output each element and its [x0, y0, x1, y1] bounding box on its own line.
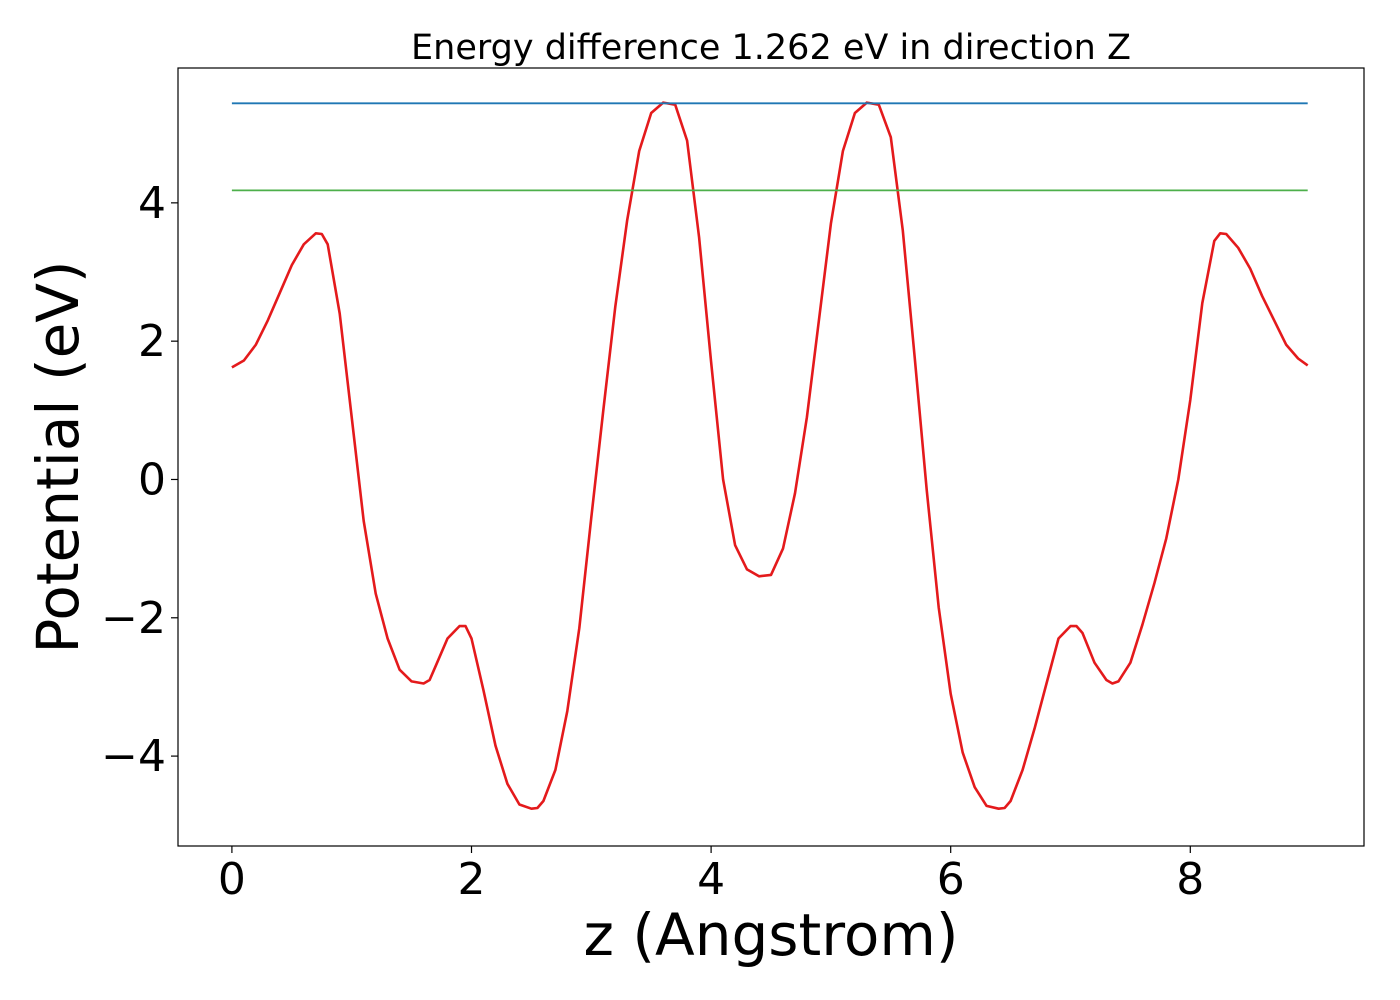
x-tick-label: 6 [937, 854, 965, 905]
x-tick-label: 0 [218, 854, 246, 905]
series-layer [231, 101, 1309, 810]
y-tick-label: −4 [101, 731, 166, 782]
y-tick-label: 0 [138, 454, 166, 505]
x-tick-label: 2 [458, 854, 486, 905]
plot-frame [177, 67, 1365, 847]
y-tick-label: −2 [101, 593, 166, 644]
x-tick-label: 4 [697, 854, 725, 905]
ticks-layer: 0 2 4 6 8 −4 −2 0 2 4 [101, 178, 1204, 905]
y-tick-label: 2 [138, 316, 166, 367]
x-tick-label: 8 [1176, 854, 1204, 905]
chart-title: Energy difference 1.262 eV in direction … [411, 28, 1131, 68]
y-tick-label: 4 [138, 178, 166, 229]
series-line-0 [231, 101, 1309, 810]
x-axis-label: z (Angstrom) [584, 901, 959, 969]
y-axis-label: Potential (eV) [24, 260, 92, 653]
